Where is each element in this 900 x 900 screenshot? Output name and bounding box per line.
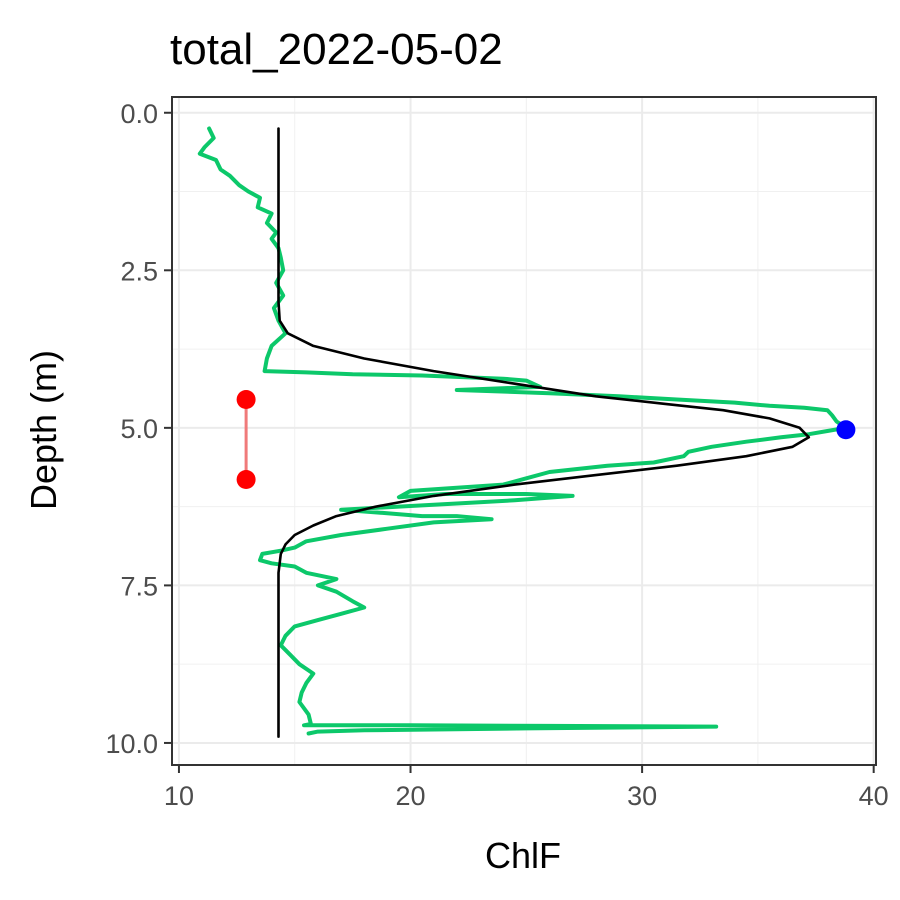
plot-border xyxy=(171,96,877,766)
fitted-curve-line xyxy=(277,127,811,738)
y-axis: 0.0 2.5 5.0 7.5 10.0 xyxy=(105,99,172,759)
y-tick-label: 5.0 xyxy=(120,414,158,444)
peak-point xyxy=(836,420,856,440)
x-tick-label: 30 xyxy=(627,781,657,811)
x-tick-label: 10 xyxy=(164,781,194,811)
series-layer xyxy=(197,126,848,738)
y-tick-label: 7.5 xyxy=(120,571,158,601)
x-axis: 10 20 30 40 xyxy=(164,765,889,811)
x-tick-label: 20 xyxy=(396,781,426,811)
y-tick-label: 2.5 xyxy=(120,256,158,286)
x-axis-title: ChlF xyxy=(485,835,561,876)
layer-bottom-point xyxy=(236,470,256,490)
marker-layer xyxy=(236,389,856,490)
grid-major xyxy=(172,97,876,765)
chart-title: total_2022-05-02 xyxy=(170,25,503,74)
y-tick-label: 0.0 xyxy=(120,99,158,129)
x-tick-label: 40 xyxy=(859,781,889,811)
y-axis-title: Depth (m) xyxy=(23,350,64,510)
y-tick-label: 10.0 xyxy=(105,729,158,759)
layer-top-point xyxy=(236,389,256,409)
grid-minor xyxy=(172,97,876,765)
